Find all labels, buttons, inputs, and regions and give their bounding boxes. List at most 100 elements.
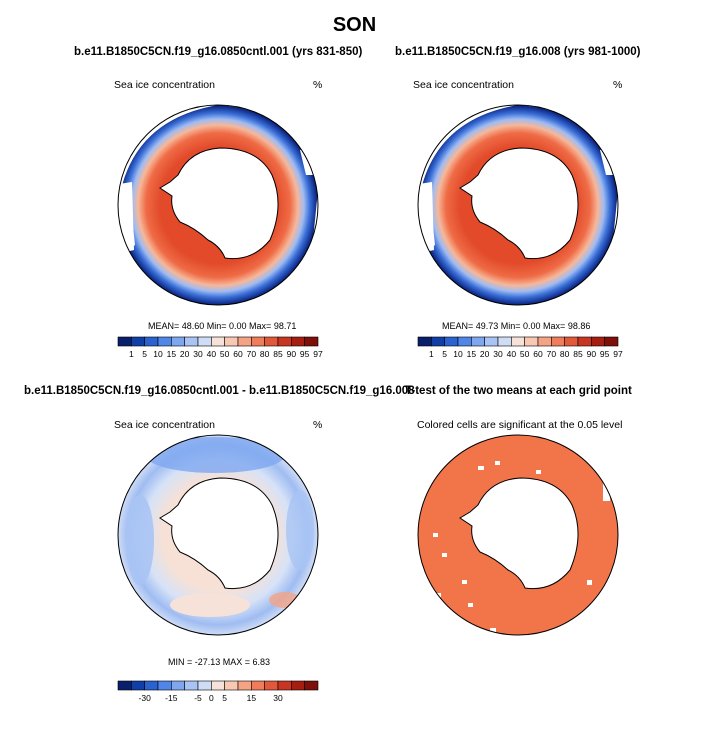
panel2-colorbar-tick-label: 97 (613, 349, 623, 359)
panel2-colorbar-tick-label: 85 (573, 349, 583, 359)
panel3-colorbar-tick-label: 0 (209, 693, 214, 703)
panel3-colorbar-swatch (211, 680, 225, 691)
panel1-colorbar-swatch (184, 336, 199, 347)
panel2-colorbar-tick-label: 95 (600, 349, 610, 359)
panel1-colorbar-tick-label: 60 (233, 349, 243, 359)
panel2-map (417, 104, 619, 306)
panel1-colorbar-tick-label: 70 (247, 349, 257, 359)
panel3-colorbar-swatch (264, 680, 279, 691)
panel2-stats: MEAN= 49.73 Min= 0.00 Max= 98.86 (442, 321, 591, 331)
panel3-antarctica (159, 477, 279, 590)
panel2-colorbar-tick-label: 90 (587, 349, 597, 359)
panel2-colorbar-swatch (551, 336, 565, 347)
panel2-colorbar-swatch (417, 336, 432, 347)
panel3-negative-anomaly-east (286, 490, 314, 570)
panel3-colorbar-swatch (277, 680, 292, 691)
panel2-colorbar-swatch (591, 336, 605, 347)
panel1-colorbar-swatch (144, 336, 159, 347)
panel2-colorbar: 1 5 10 15 20 30 40 50 60 70 80 85 90 95 97 (417, 336, 623, 359)
panel3-colorbar-tick-label: 15 (247, 693, 257, 703)
panel1-colorbar-tick-label: 5 (142, 349, 147, 359)
panel4-insignificant-cells (433, 461, 610, 632)
panel3-stats: MIN = -27.13 MAX = 6.83 (168, 657, 271, 667)
panel1-stats: MEAN= 48.60 Min= 0.00 Max= 98.71 (148, 321, 297, 331)
panel2-colorbar-swatch (604, 336, 619, 347)
panel3-colorbar-swatch (291, 680, 305, 691)
panel1-antarctica (159, 147, 279, 260)
panel2-colorbar-swatch (564, 336, 579, 347)
panel2-colorbar-swatch (457, 336, 472, 347)
panel3-left-label: Sea ice concentration (114, 419, 215, 431)
panel4-subtitle: Colored cells are significant at the 0.0… (417, 419, 623, 431)
page-title: SON (332, 14, 377, 36)
panel3-negative-anomaly-west (126, 495, 154, 585)
panel1-colorbar-tick-label: 30 (193, 349, 203, 359)
panel1-colorbar-tick-label: 85 (273, 349, 283, 359)
panel4-map (417, 434, 619, 636)
panel1-colorbar-swatch (291, 336, 305, 347)
panel3-colorbar-tick-label: 30 (273, 693, 283, 703)
panel1-colorbar-swatch (131, 336, 145, 347)
panel3-colorbar-tick-label: 5 (222, 693, 227, 703)
panel2-units: % (613, 79, 623, 91)
panel3-colorbar-tick-label: -5 (194, 693, 202, 703)
panel2-colorbar-swatch (537, 336, 552, 347)
panel1-colorbar-swatch (117, 336, 132, 347)
panel1-map (117, 104, 319, 306)
panel3-colorbar-swatch (251, 680, 265, 691)
panel2-colorbar-tick-label: 50 (520, 349, 530, 359)
panel1-colorbar-tick-label: 10 (153, 349, 163, 359)
panel3-colorbar-swatch (117, 680, 132, 691)
panel2-open-ocean-wedge (418, 182, 434, 255)
panel3-colorbar-swatch (131, 680, 145, 691)
panel3-colorbar-tick-label: -30 (139, 693, 152, 703)
panel1-colorbar-swatch (197, 336, 212, 347)
panel1-colorbar-tick-label: 95 (300, 349, 310, 359)
panel3-colorbar-tick-label: -15 (165, 693, 178, 703)
panel1-colorbar-tick-label: 1 (129, 349, 134, 359)
panel1-colorbar-tick-label: 20 (180, 349, 190, 359)
panel2-left-label: Sea ice concentration (413, 79, 514, 91)
panel2-colorbar-tick-label: 1 (429, 349, 434, 359)
panel2-colorbar-swatch (511, 336, 525, 347)
panel2-colorbar-tick-label: 30 (493, 349, 503, 359)
panel2-colorbar-tick-label: 5 (442, 349, 447, 359)
panel3-colorbar: -30 -15 -5 0 5 15 30 (117, 680, 319, 703)
panel1-colorbar-tick-label: 40 (207, 349, 217, 359)
panel2-colorbar-tick-label: 20 (480, 349, 490, 359)
panel1-colorbar-swatch (304, 336, 319, 347)
panel2-colorbar-tick-label: 70 (547, 349, 557, 359)
panel3-colorbar-swatch (171, 680, 185, 691)
panel1-colorbar-swatch (211, 336, 225, 347)
panel1-left-label: Sea ice concentration (114, 79, 215, 91)
panel1-colorbar-swatch (224, 336, 239, 347)
panel1-colorbar: 1 5 10 15 20 30 40 50 60 70 80 85 90 95 97 (117, 336, 323, 359)
panel2-colorbar-swatch (497, 336, 512, 347)
panel1-colorbar-swatch (264, 336, 279, 347)
panel3-colorbar-swatch (157, 680, 172, 691)
panel3-positive-anomaly-south (170, 593, 250, 617)
panel3-units: % (313, 419, 323, 431)
panel2-colorbar-swatch (444, 336, 459, 347)
panel1-colorbar-swatch (157, 336, 172, 347)
panel3-colorbar-swatch (197, 680, 212, 691)
panel1-colorbar-tick-label: 15 (167, 349, 177, 359)
panel3-colorbar-swatch (304, 680, 319, 691)
panel1-units: % (313, 79, 323, 91)
panel3-colorbar-swatch (144, 680, 159, 691)
panel1-colorbar-swatch (171, 336, 185, 347)
panel2-colorbar-swatch (577, 336, 592, 347)
panel3-colorbar-swatch (237, 680, 252, 691)
panel2-colorbar-swatch (524, 336, 539, 347)
panel2-colorbar-swatch (471, 336, 485, 347)
panel1-colorbar-tick-label: 90 (287, 349, 297, 359)
panel2-colorbar-tick-label: 80 (560, 349, 570, 359)
panel1-colorbar-tick-label: 97 (313, 349, 323, 359)
panel3-title: b.e11.B1850C5CN.f19_g16.0850cntl.001 - b… (24, 385, 415, 397)
panel1-colorbar-swatch (237, 336, 252, 347)
panel3-map (117, 434, 319, 636)
panel3-colorbar-swatch (184, 680, 199, 691)
panel4-antarctica (459, 477, 579, 590)
panel1-open-ocean-wedge (118, 182, 134, 255)
panel2-title: b.e11.B1850C5CN.f19_g16.008 (yrs 981-100… (395, 46, 641, 58)
